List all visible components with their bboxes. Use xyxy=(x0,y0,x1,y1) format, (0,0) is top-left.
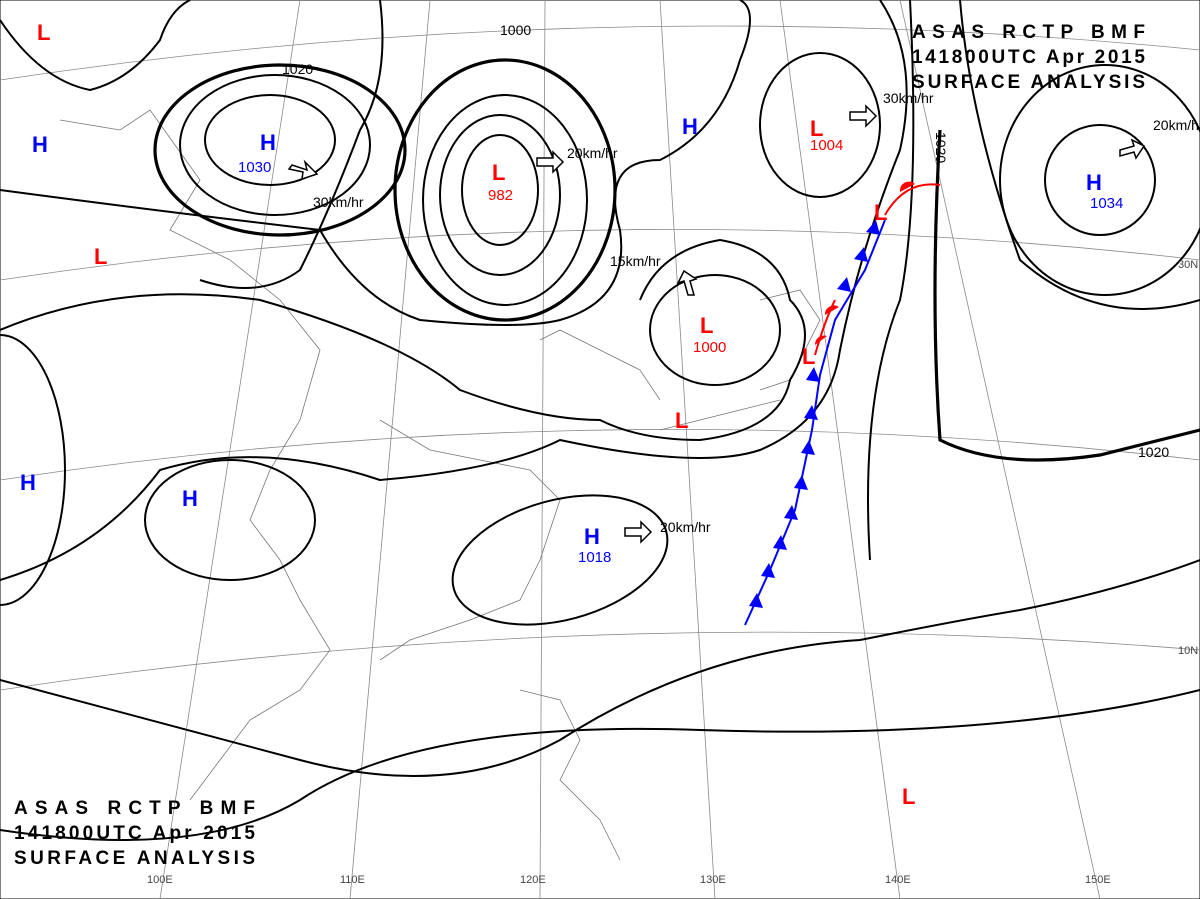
coastlines xyxy=(59,109,821,861)
pressure-center-symbol: L xyxy=(700,313,713,338)
central-pressure: 1030 xyxy=(238,159,271,176)
motion-label: 30km/hr xyxy=(313,194,364,210)
pressure-center-symbol: L xyxy=(802,344,815,369)
title-line: 141800UTC Apr 2015 xyxy=(912,47,1145,68)
pressure-center-symbol: H xyxy=(584,524,600,549)
central-pressure: 1018 xyxy=(578,549,611,566)
motion-label: 20km/hr xyxy=(567,145,618,161)
isobar-label: 1020 xyxy=(933,132,949,163)
motion-label: 20km/hr xyxy=(660,519,711,535)
latitude-label: 10N xyxy=(1178,645,1198,657)
pressure-center-symbol: L xyxy=(37,20,50,45)
central-pressure: 1000 xyxy=(693,339,726,356)
pressure-center-symbol: L xyxy=(874,200,887,225)
motion-label: 20km/hr xyxy=(1153,117,1200,133)
central-pressure: 1034 xyxy=(1090,195,1123,212)
pressure-center-symbol: H xyxy=(682,114,698,139)
longitude-label: 100E xyxy=(147,874,173,886)
longitude-label: 110E xyxy=(340,874,365,886)
longitude-label: 120E xyxy=(520,874,546,886)
isobar-label: 1000 xyxy=(500,22,531,38)
longitude-label: 150E xyxy=(1085,874,1111,886)
pressure-center-symbol: H xyxy=(20,470,36,495)
motion-label: 30km/hr xyxy=(883,90,934,106)
isobar-label: 1020 xyxy=(1138,444,1169,460)
pressure-center-symbol: H xyxy=(1086,170,1102,195)
title-line: 141800UTC Apr 2015 xyxy=(14,823,255,844)
pressure-center-symbol: L xyxy=(675,408,688,433)
isobars xyxy=(0,0,1200,841)
pressure-center-symbol: L xyxy=(492,160,505,185)
pressure-center-symbol: H xyxy=(182,486,198,511)
pressure-center-symbol: H xyxy=(32,132,48,157)
isobar-label: 1020 xyxy=(282,61,313,77)
longitude-label: 140E xyxy=(885,874,911,886)
motion-label: 15km/hr xyxy=(610,253,661,269)
warm-front xyxy=(814,181,941,356)
pressure-center-symbol: L xyxy=(810,116,823,141)
motion-arrows xyxy=(287,104,1146,544)
pressure-center-symbol: H xyxy=(260,130,276,155)
central-pressure: 1004 xyxy=(810,137,843,154)
longitude-label: 130E xyxy=(700,874,726,886)
pressure-center-symbol: L xyxy=(902,784,915,809)
latitude-label: 30N xyxy=(1178,259,1198,271)
pressure-center-symbol: L xyxy=(94,244,107,269)
cold-front xyxy=(744,219,886,626)
central-pressure: 982 xyxy=(488,187,513,204)
